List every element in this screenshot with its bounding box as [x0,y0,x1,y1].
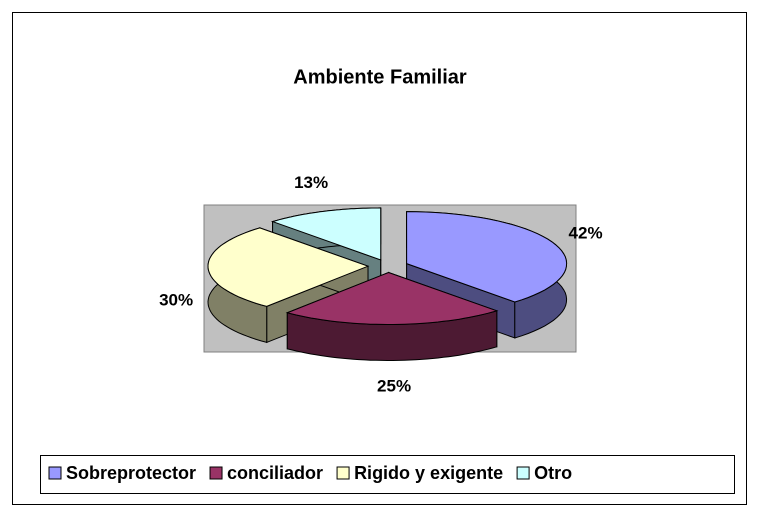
legend-label: Sobreprotector [66,463,196,483]
slice-top [406,211,568,303]
slice-top [270,207,382,261]
legend-label: Otro [534,463,572,483]
data-label: 25% [377,376,411,395]
data-label: 30% [159,290,193,309]
data-label: 13% [294,173,328,192]
legend-label: conciliador [227,463,323,483]
slice-top [207,227,370,307]
legend-swatch [516,466,530,480]
slice [285,271,499,361]
legend-swatch [48,466,62,480]
legend-swatch [209,466,223,480]
slice-top [285,271,499,325]
pie: 42% 25% 30% 13% [159,173,602,395]
data-label: 42% [569,223,603,242]
legend-label: Rigido y exigente [354,463,503,483]
chart-title: Ambiente Familiar [293,66,467,88]
legend-swatch [336,466,350,480]
legend-box [40,455,735,494]
legend: Sobreprotector conciliador Rigido y exigen… [48,463,572,483]
